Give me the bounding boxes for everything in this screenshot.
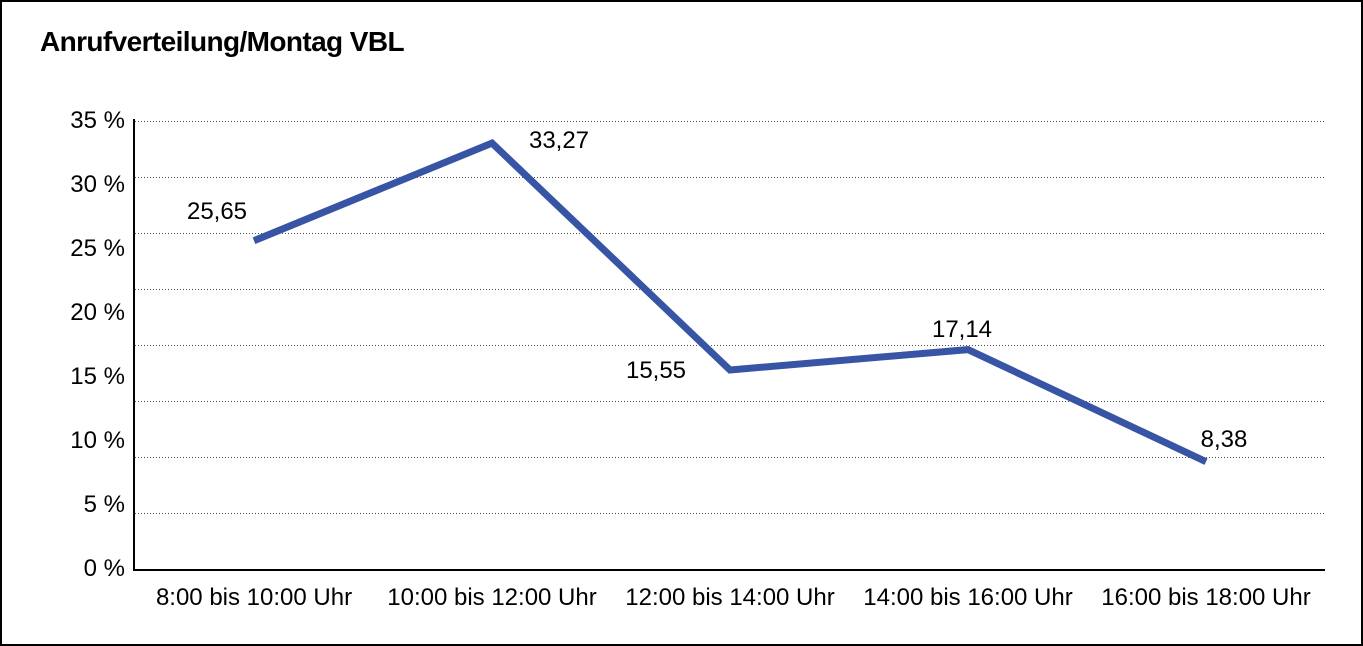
x-axis-label: 14:00 bis 16:00 Uhr bbox=[863, 584, 1073, 611]
x-axis-label: 12:00 bis 14:00 Uhr bbox=[625, 584, 835, 611]
y-axis-label: 25 % bbox=[70, 235, 125, 262]
gridline bbox=[135, 457, 1325, 458]
y-axis-label: 10 % bbox=[70, 427, 125, 454]
y-axis-label: 5 % bbox=[83, 491, 125, 518]
data-point-label: 17,14 bbox=[931, 315, 993, 343]
data-point-label: 8,38 bbox=[1200, 425, 1248, 453]
y-axis-line bbox=[133, 119, 135, 571]
plot-area bbox=[252, 139, 1208, 465]
x-axis-label: 8:00 bis 10:00 Uhr bbox=[155, 584, 353, 611]
y-axis-label: 20 % bbox=[70, 299, 125, 326]
chart-title: Anrufverteilung/Montag VBL bbox=[40, 26, 405, 57]
gridline bbox=[135, 289, 1325, 290]
y-axis-label: 30 % bbox=[70, 171, 125, 198]
x-axis-label: 16:00 bis 18:00 Uhr bbox=[1101, 584, 1311, 611]
y-axis-label: 15 % bbox=[70, 363, 125, 390]
gridline bbox=[135, 345, 1325, 346]
x-axis-label: 10:00 bis 12:00 Uhr bbox=[387, 584, 597, 611]
gridline bbox=[135, 233, 1325, 234]
data-point-label: 25,65 bbox=[186, 197, 248, 225]
data-point-label: 33,27 bbox=[528, 127, 590, 155]
y-axis-label: 0 % bbox=[83, 555, 125, 582]
gridline bbox=[135, 401, 1325, 402]
gridline bbox=[135, 121, 1325, 122]
data-line-series bbox=[252, 139, 1208, 465]
x-axis-line bbox=[133, 569, 1325, 571]
y-axis-label: 35 % bbox=[70, 107, 125, 134]
gridline bbox=[135, 177, 1325, 178]
data-point-label: 15,55 bbox=[625, 356, 687, 384]
gridline bbox=[135, 513, 1325, 514]
